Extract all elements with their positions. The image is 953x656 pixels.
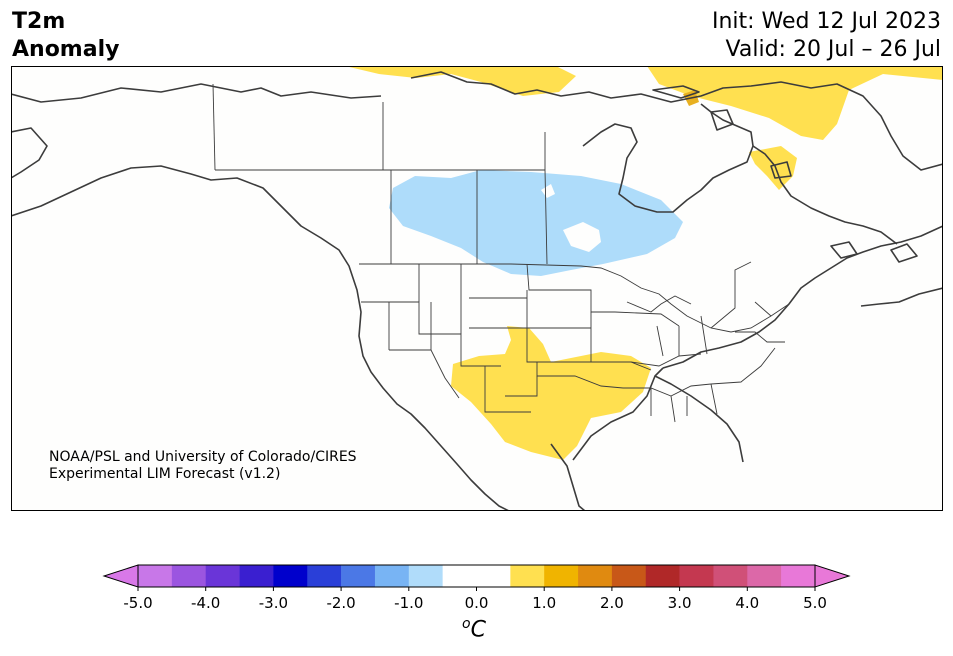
- title-line-2: Anomaly: [12, 37, 120, 62]
- warm-anomaly-quebec: [749, 146, 797, 190]
- colorbar-swatch: [645, 565, 680, 587]
- colorbar-unit-label: oC: [462, 616, 486, 642]
- colorbar-tick-label: 3.0: [668, 594, 692, 612]
- colorbar-swatch: [747, 565, 782, 587]
- colorbar-swatch: [476, 565, 511, 587]
- valid-range: Valid: 20 Jul – 26 Jul: [725, 37, 941, 62]
- credit-line-2: Experimental LIM Forecast (v1.2): [49, 466, 281, 482]
- political-borders: [212, 83, 790, 423]
- cool-anomaly-prairies: [389, 170, 683, 276]
- colorbar-swatch: [578, 565, 613, 587]
- colorbar-tick-label: -5.0: [123, 594, 152, 612]
- colorbar-swatch: [374, 565, 410, 587]
- colorbar-swatch: [442, 565, 477, 587]
- map-frame: [11, 66, 943, 511]
- colorbar-swatch: [239, 565, 274, 587]
- colorbar-swatch: [205, 565, 240, 587]
- colorbar-swatch: [171, 565, 206, 587]
- unit-degree-symbol: o: [462, 616, 471, 632]
- lake-winnipeg-hole: [563, 222, 601, 252]
- colorbar-tick-label: 2.0: [600, 594, 624, 612]
- colorbar-tick-label: 0.0: [465, 594, 489, 612]
- colorbar-tick-label: 1.0: [532, 594, 556, 612]
- warm-anomaly-baffin: [647, 66, 943, 140]
- init-date: Init: Wed 12 Jul 2023: [711, 9, 941, 34]
- title-line-1: T2m: [12, 9, 66, 34]
- warm-anomaly-southern-plains: [451, 326, 651, 460]
- colorbar-swatch: [510, 565, 545, 587]
- colorbar-swatch: [341, 565, 376, 587]
- unit-letter: C: [470, 617, 486, 643]
- colorbar-tick-label: -2.0: [326, 594, 355, 612]
- warm-anomaly-arctic: [345, 66, 576, 96]
- warm-anomaly-greenland: [843, 66, 871, 86]
- coastlines: [11, 71, 943, 511]
- colorbar-tick-label: 4.0: [735, 594, 759, 612]
- colorbar-ticks: -5.0 -4.0 -3.0 -2.0 -1.0 0.0 1.0 2.0 3.0 4.0 5.0: [123, 587, 827, 612]
- colorbar-swatch: [713, 565, 748, 587]
- colorbar-swatch: [307, 565, 342, 587]
- colorbar-swatch: [544, 565, 579, 587]
- colorbar-swatch: [679, 565, 714, 587]
- map-title: T2m Anomaly: [12, 8, 119, 64]
- map-background: [11, 66, 943, 511]
- colorbar-tick-label: -4.0: [191, 594, 220, 612]
- colorbar-swatches: [102, 564, 851, 588]
- colorbar-tick-label: -1.0: [394, 594, 423, 612]
- credit-line-1: NOAA/PSL and University of Colorado/CIRE…: [49, 449, 357, 465]
- colorbar-swatch: [781, 565, 816, 587]
- anomaly-map: [11, 66, 943, 511]
- colorbar-tick-label: 5.0: [803, 594, 827, 612]
- credit-text: NOAA/PSL and University of Colorado/CIRE…: [49, 449, 357, 483]
- colorbar: -5.0 -4.0 -3.0 -2.0 -1.0 0.0 1.0 2.0 3.0 4.0 5.0: [102, 564, 851, 612]
- anomaly-shading: [345, 66, 943, 460]
- lake-hole-small: [541, 184, 555, 198]
- colorbar-swatch: [408, 565, 443, 587]
- colorbar-max-extension: [814, 564, 851, 588]
- colorbar-swatch: [273, 565, 308, 587]
- colorbar-swatch: [138, 565, 173, 587]
- colorbar-min-extension: [102, 564, 139, 588]
- colorbar-swatch: [611, 565, 647, 587]
- colorbar-tick-label: -3.0: [259, 594, 288, 612]
- forecast-dates: Init: Wed 12 Jul 2023 Valid: 20 Jul – 26…: [712, 8, 941, 64]
